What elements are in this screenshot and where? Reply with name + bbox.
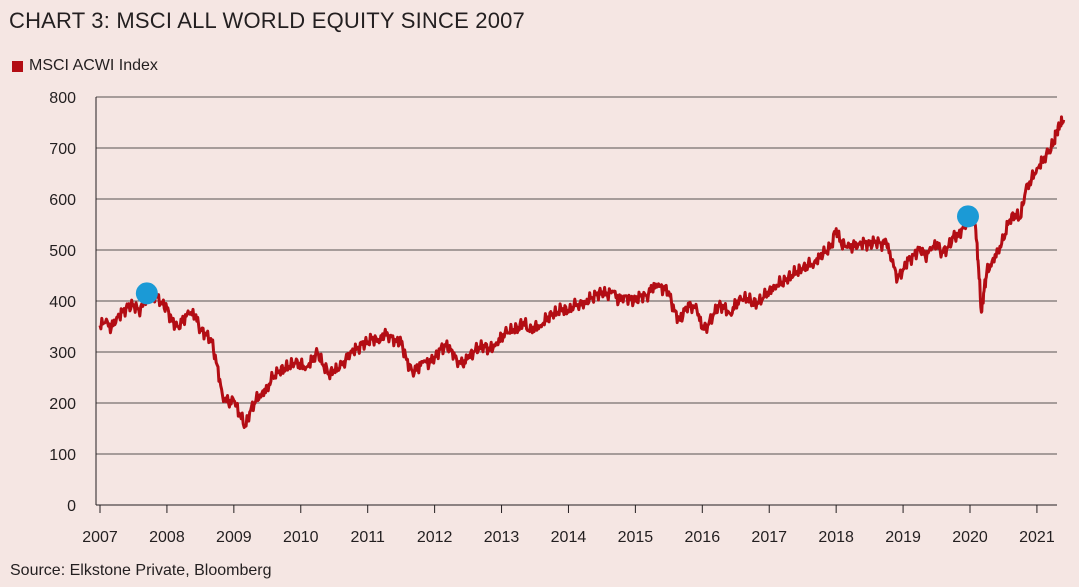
legend-label: MSCI ACWI Index: [29, 57, 158, 74]
x-tick-label-2012: 2012: [417, 529, 453, 546]
series-group: [98, 115, 1066, 429]
y-tick-label-400: 400: [49, 294, 76, 311]
markers-group: [135, 205, 979, 305]
x-tick-label-2021: 2021: [1019, 529, 1055, 546]
y-tick-label-500: 500: [49, 243, 76, 260]
x-tick-label-2016: 2016: [685, 529, 721, 546]
x-tick-label-2009: 2009: [216, 529, 252, 546]
y-tick-label-300: 300: [49, 345, 76, 362]
y-tick-label-0: 0: [67, 498, 76, 515]
x-tick-label-2007: 2007: [82, 529, 118, 546]
x-tick-label-2019: 2019: [885, 529, 921, 546]
x-tick-labels: 2007 2008 2009 2010 2011 2012 2013 2014 2015 2016…: [82, 505, 1055, 546]
series-line-0: [98, 115, 1066, 429]
chart-title: CHART 3: MSCI ALL WORLD EQUITY SINCE 200…: [9, 8, 525, 33]
highlight-marker-0: [135, 282, 158, 305]
x-tick-label-2014: 2014: [551, 529, 587, 546]
x-tick-label-2020: 2020: [952, 529, 988, 546]
x-tick-label-2018: 2018: [818, 529, 854, 546]
legend: MSCI ACWI Index: [12, 57, 158, 75]
x-tick-label-2013: 2013: [484, 529, 520, 546]
y-tick-label-600: 600: [49, 192, 76, 209]
y-tick-label-700: 700: [49, 141, 76, 158]
legend-swatch: [12, 60, 23, 72]
source-note: Source: Elkstone Private, Bloomberg: [10, 562, 272, 579]
x-tick-label-2010: 2010: [283, 529, 319, 546]
x-tick-label-2011: 2011: [350, 529, 385, 546]
y-tick-label-800: 800: [49, 90, 76, 107]
y-tick-label-100: 100: [49, 447, 76, 464]
x-tick-label-2017: 2017: [751, 529, 787, 546]
x-tick-label-2015: 2015: [618, 529, 654, 546]
x-tick-label-2008: 2008: [149, 529, 185, 546]
y-tick-label-200: 200: [49, 396, 76, 413]
highlight-marker-1: [956, 205, 979, 228]
y-tick-labels: 0 100 200 300 400 500 600 700 800: [49, 90, 76, 515]
axes: [95, 97, 1057, 506]
